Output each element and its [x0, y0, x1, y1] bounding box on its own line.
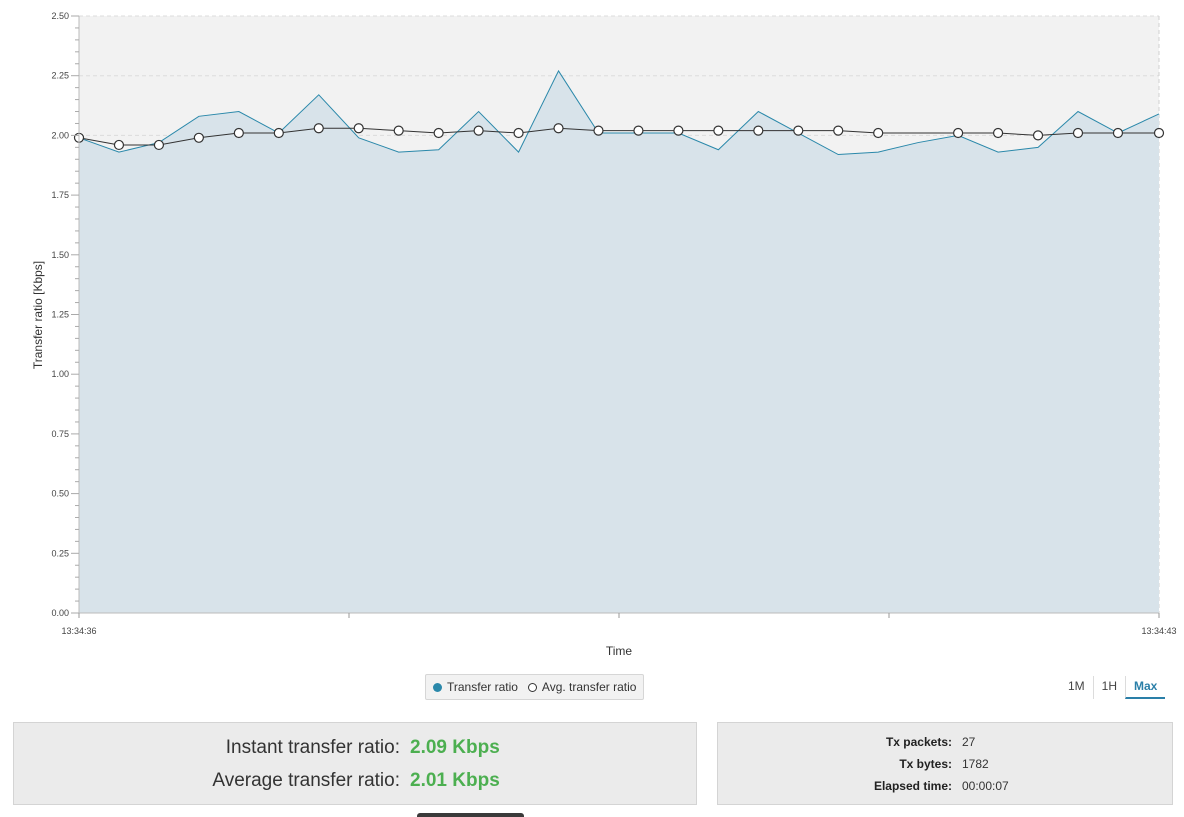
- avg-transfer-ratio-point: [593, 125, 604, 136]
- elapsed-time-value: 00:00:07: [962, 779, 1009, 793]
- avg-transfer-ratio-point: [553, 123, 564, 134]
- avg-transfer-ratio-point: [992, 127, 1004, 139]
- legend-label: Transfer ratio: [447, 680, 518, 694]
- y-tick-label: 0.75: [51, 429, 69, 439]
- average-ratio-value: 2.01 Kbps: [410, 770, 500, 791]
- instant-ratio-label: Instant transfer ratio:: [225, 737, 400, 758]
- instant-ratio-row: Instant transfer ratio: 2.09 Kbps: [14, 733, 696, 763]
- transfer-summary-panel: Instant transfer ratio: 2.09 Kbps Averag…: [13, 722, 697, 805]
- avg-transfer-ratio-point: [953, 127, 964, 139]
- avg-transfer-ratio-point: [673, 125, 684, 136]
- avg-transfer-ratio-point: [273, 127, 284, 139]
- avg-transfer-ratio-point: [633, 125, 644, 136]
- tx-bytes-label: Tx bytes:: [899, 757, 952, 771]
- avg-transfer-ratio-point: [713, 125, 724, 136]
- avg-transfer-ratio-point: [433, 127, 444, 139]
- average-ratio-row: Average transfer ratio: 2.01 Kbps: [14, 766, 696, 796]
- range-1m-button[interactable]: 1M: [1068, 679, 1085, 693]
- transfer-ratio-chart: 0.00 0.25 0.50 0.75 1.00 1.25 1.50 1.75 2.00 2.25…: [31, 11, 1177, 658]
- avg-transfer-ratio-point: [233, 127, 244, 139]
- y-tick-label: 1.75: [51, 190, 69, 200]
- avg-transfer-ratio-point: [1072, 127, 1084, 139]
- y-tick-label: 0.50: [51, 489, 69, 499]
- avg-transfer-ratio-point: [1032, 130, 1044, 141]
- y-tick-label: 1.25: [51, 310, 69, 320]
- range-max-button[interactable]: Max: [1125, 676, 1166, 699]
- transfer-ratio-area: [79, 70, 1159, 613]
- y-tick-label: 0.25: [51, 548, 69, 558]
- y-tick-label: 2.25: [51, 71, 69, 81]
- time-range-selector: 1M 1H Max: [1060, 676, 1166, 699]
- y-tick-label: 2.50: [51, 11, 69, 21]
- hollow-circle-icon: [527, 682, 537, 692]
- tx-packets-row: Tx packets: 27: [718, 733, 1172, 751]
- avg-transfer-ratio-point: [833, 125, 844, 136]
- y-tick-label: 2.00: [51, 130, 69, 140]
- y-tick-label: 1.50: [51, 250, 69, 260]
- avg-transfer-ratio-point: [113, 139, 125, 151]
- legend-item-transfer-ratio[interactable]: Transfer ratio: [433, 680, 518, 694]
- avg-transfer-ratio-point: [513, 127, 524, 139]
- avg-transfer-ratio-point: [153, 139, 165, 151]
- range-1h-button[interactable]: 1H: [1092, 676, 1125, 699]
- legend-label: Avg. transfer ratio: [541, 680, 637, 694]
- legend-item-avg-transfer-ratio[interactable]: Avg. transfer ratio: [527, 680, 637, 694]
- chart-legend: Transfer ratio Avg. transfer ratio: [425, 674, 645, 700]
- transfer-ratio-line: [78, 69, 1160, 156]
- bottom-tab-handle[interactable]: [417, 813, 524, 817]
- x-axis-title: Time: [606, 644, 633, 658]
- avg-transfer-ratio-point: [1153, 127, 1165, 139]
- avg-transfer-ratio-point: [313, 123, 324, 134]
- avg-transfer-ratio-point: [1112, 127, 1124, 139]
- x-tick-label: 13:34:43: [1141, 626, 1176, 636]
- avg-transfer-ratio-point: [353, 123, 364, 134]
- avg-transfer-ratio-point: [393, 125, 404, 136]
- instant-ratio-value: 2.09 Kbps: [410, 737, 500, 758]
- elapsed-time-label: Elapsed time:: [873, 779, 952, 793]
- avg-transfer-ratio-point: [873, 127, 884, 139]
- y-tick-label: 0.00: [51, 608, 69, 618]
- x-tick-label: 13:34:36: [61, 626, 96, 636]
- tx-bytes-value: 1782: [962, 757, 989, 771]
- avg-transfer-ratio-point: [473, 125, 484, 136]
- tx-packets-label: Tx packets:: [885, 735, 952, 749]
- avg-transfer-ratio-point: [753, 125, 764, 136]
- avg-transfer-ratio-point: [193, 132, 204, 143]
- elapsed-time-row: Elapsed time: 00:00:07: [718, 777, 1172, 795]
- tx-packets-value: 27: [962, 735, 976, 749]
- tx-stats-panel: Tx packets: 27 Tx bytes: 1782 Elapsed ti…: [717, 722, 1173, 805]
- average-ratio-label: Average transfer ratio:: [212, 770, 400, 791]
- y-tick-label: 1.00: [51, 369, 69, 379]
- tx-bytes-row: Tx bytes: 1782: [718, 755, 1172, 773]
- avg-transfer-ratio-point: [793, 125, 804, 136]
- y-axis-title: Transfer ratio [Kbps]: [31, 261, 45, 369]
- filled-circle-icon: [433, 682, 442, 692]
